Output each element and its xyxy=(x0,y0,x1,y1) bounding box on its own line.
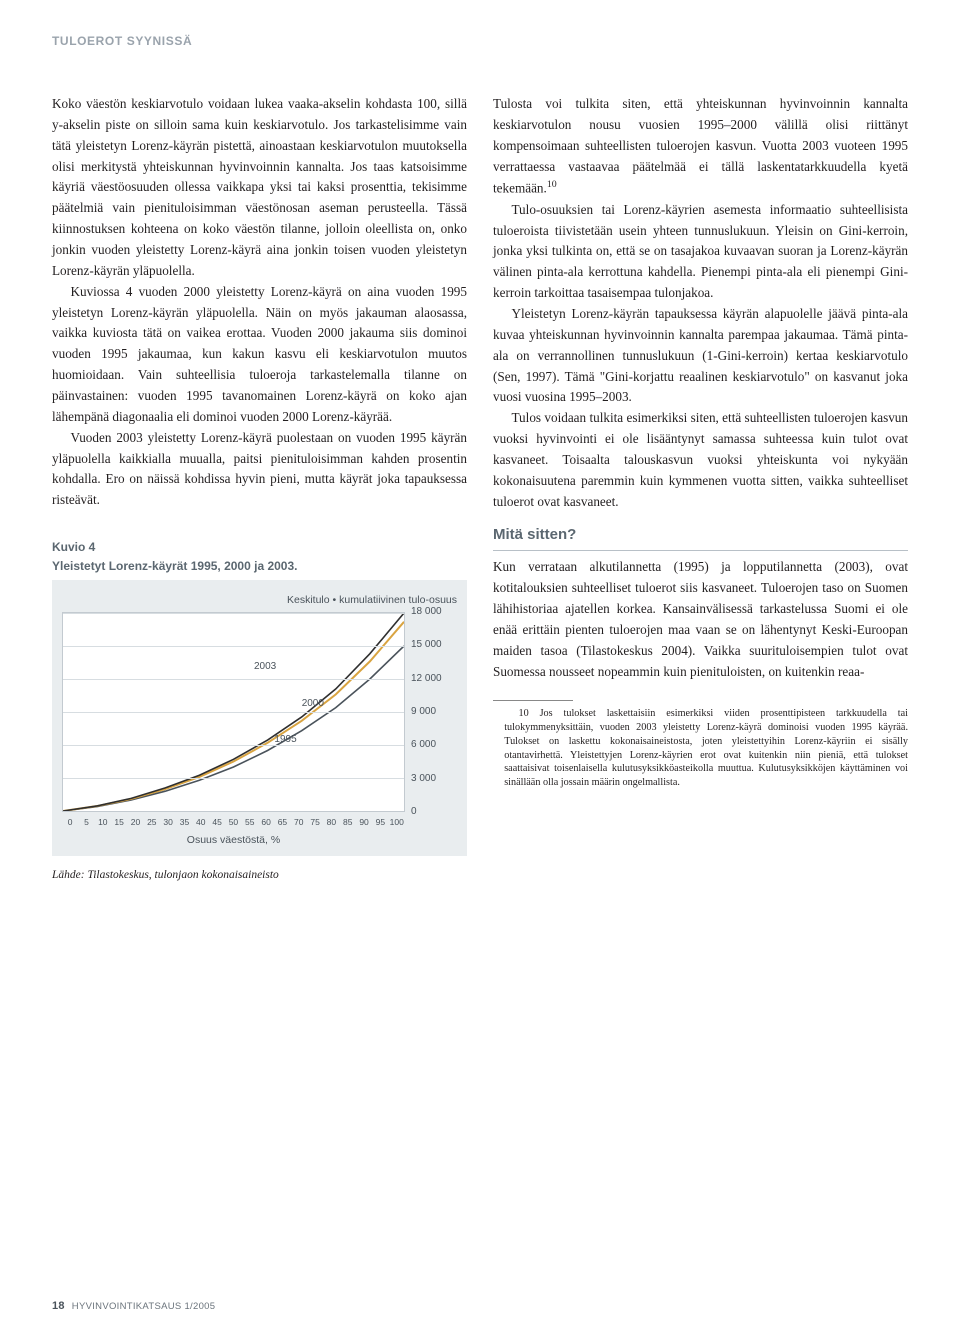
figure-4: Kuvio 4 Yleistetyt Lorenz-käyrät 1995, 2… xyxy=(52,539,467,884)
left-column: Koko väestön keskiarvotulo voidaan lukea… xyxy=(52,94,467,884)
x-tick-label: 15 xyxy=(111,816,127,829)
x-tick-label: 60 xyxy=(258,816,274,829)
x-tick-label: 40 xyxy=(193,816,209,829)
y-tick-label: 12 000 xyxy=(411,671,442,687)
x-tick-label: 80 xyxy=(323,816,339,829)
y-tick-label: 9 000 xyxy=(411,704,436,720)
page-number: 18 xyxy=(52,1300,65,1312)
x-tick-label: 20 xyxy=(127,816,143,829)
y-tick-label: 0 xyxy=(411,804,417,820)
y-tick-label: 6 000 xyxy=(411,738,436,754)
y-tick-label: 18 000 xyxy=(411,604,442,620)
x-tick-label: 10 xyxy=(95,816,111,829)
x-tick-label: 45 xyxy=(209,816,225,829)
footnote-ref: 10 xyxy=(547,179,557,190)
y-tick-label: 15 000 xyxy=(411,638,442,654)
figure-source: Lähde: Tilastokeskus, tulonjaon kokonais… xyxy=(52,866,467,884)
series-label: 1995 xyxy=(274,732,296,748)
right-column: Tulosta voi tulkita siten, että yhteisku… xyxy=(493,94,908,884)
body-paragraph: Vuoden 2003 yleistetty Lorenz-käyrä puol… xyxy=(52,428,467,511)
publication-name: HYVINVOINTIKATSAUS 1/2005 xyxy=(72,1301,216,1312)
x-axis-label: Osuus väestöstä, % xyxy=(62,832,405,849)
figure-title: Yleistetyt Lorenz-käyrät 1995, 2000 ja 2… xyxy=(52,557,467,576)
x-tick-label: 55 xyxy=(242,816,258,829)
x-tick-label: 35 xyxy=(176,816,192,829)
x-tick-label: 5 xyxy=(78,816,94,829)
chart-plot-area: 1995 2000 2003 xyxy=(62,612,405,812)
body-paragraph: Tulos voidaan tulkita esimerkiksi siten,… xyxy=(493,408,908,512)
x-tick-label: 85 xyxy=(340,816,356,829)
x-tick-label: 70 xyxy=(291,816,307,829)
x-tick-label: 65 xyxy=(274,816,290,829)
x-tick-label: 90 xyxy=(356,816,372,829)
y-axis-ticks: 03 0006 0009 00012 00015 00018 000 xyxy=(405,612,457,848)
body-paragraph: Koko väestön keskiarvotulo voidaan lukea… xyxy=(52,94,467,282)
page-footer: 18 HYVINVOINTIKATSAUS 1/2005 xyxy=(52,1300,215,1312)
subheading: Mitä sitten? xyxy=(493,523,908,552)
footnote-rule xyxy=(493,700,573,701)
footnote: 10 Jos tulokset laskettaisiin esimerkiks… xyxy=(493,707,908,790)
series-label: 2003 xyxy=(254,659,276,675)
body-paragraph: Yleistetyn Lorenz-käyrän tapauksessa käy… xyxy=(493,304,908,408)
section-header: TULOEROT SYYNISSÄ xyxy=(52,34,908,48)
body-paragraph: Kuviossa 4 vuoden 2000 yleistetty Lorenz… xyxy=(52,282,467,428)
x-tick-label: 50 xyxy=(225,816,241,829)
two-column-layout: Koko väestön keskiarvotulo voidaan lukea… xyxy=(52,94,908,884)
x-axis-ticks: 0510152025303540455055606570758085909510… xyxy=(62,816,405,829)
chart-subtitle: Keskitulo • kumulatiivinen tulo-osuus xyxy=(62,592,457,609)
x-tick-label: 30 xyxy=(160,816,176,829)
body-paragraph: Tulo-osuuksien tai Lorenz-käyrien asemes… xyxy=(493,200,908,304)
x-tick-label: 0 xyxy=(62,816,78,829)
y-tick-label: 3 000 xyxy=(411,771,436,787)
x-tick-label: 100 xyxy=(389,816,405,829)
x-tick-label: 25 xyxy=(144,816,160,829)
body-paragraph: Kun verrataan alkutilannetta (1995) ja l… xyxy=(493,557,908,682)
chart-panel: Keskitulo • kumulatiivinen tulo-osuus 19… xyxy=(52,580,467,857)
x-tick-label: 95 xyxy=(372,816,388,829)
x-tick-label: 75 xyxy=(307,816,323,829)
series-label: 2000 xyxy=(302,696,324,712)
body-paragraph: Tulosta voi tulkita siten, että yhteisku… xyxy=(493,94,908,200)
lorenz-curve-2000 xyxy=(63,622,404,811)
figure-label: Kuvio 4 xyxy=(52,539,467,556)
